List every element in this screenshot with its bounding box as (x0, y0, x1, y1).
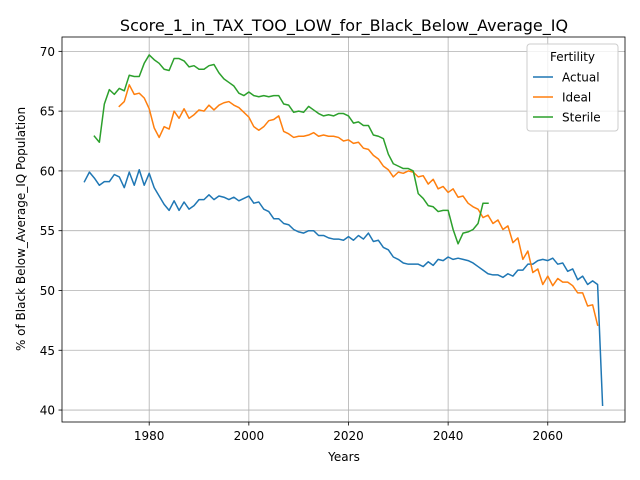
x-tick-label: 2060 (533, 429, 564, 443)
y-axis-label: % of Black Below_Average_IQ Population (14, 107, 28, 351)
legend-entries: Actual Ideal Sterile (533, 71, 601, 125)
legend-label-sterile: Sterile (562, 111, 601, 125)
legend-label-actual: Actual (562, 71, 600, 85)
x-tick-label: 1980 (134, 429, 165, 443)
legend-title: Fertility (550, 50, 595, 64)
y-tick-label: 40 (40, 404, 55, 418)
y-tick-label: 60 (40, 164, 55, 178)
legend-label-ideal: Ideal (562, 91, 591, 105)
y-tick-label: 45 (40, 344, 55, 358)
x-axis-ticks: 1980 2000 2020 2040 2060 (134, 422, 563, 443)
y-tick-label: 70 (40, 45, 55, 59)
legend-box (526, 43, 619, 132)
series-lines (83, 54, 604, 407)
chart-title: Score_1_in_TAX_TOO_LOW_for_Black_Below_A… (120, 16, 568, 36)
y-tick-label: 65 (40, 105, 55, 119)
y-tick-label: 55 (40, 224, 55, 238)
series-line-ideal (118, 84, 599, 327)
x-axis-label: Years (327, 450, 360, 464)
y-axis-ticks: 40 45 50 55 60 65 70 (40, 45, 62, 418)
x-tick-label: 2000 (234, 429, 265, 443)
y-tick-label: 50 (40, 284, 55, 298)
plot-area-frame (61, 36, 626, 423)
x-tick-label: 2020 (333, 429, 364, 443)
series-line-actual (83, 168, 604, 407)
series-line-sterile (93, 54, 489, 245)
x-tick-label: 2040 (433, 429, 464, 443)
legend: Fertility Actual Ideal Sterile (526, 43, 619, 132)
